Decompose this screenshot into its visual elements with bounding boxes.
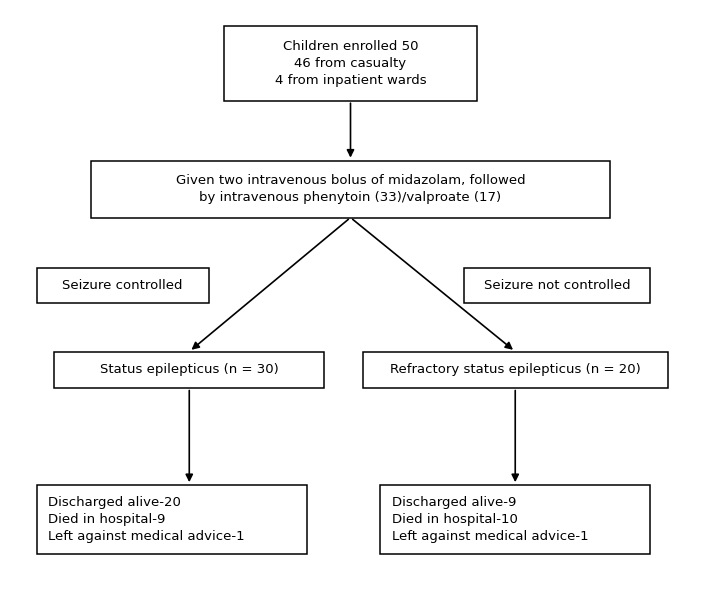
Text: Given two intravenous bolus of midazolam, followed
by intravenous phenytoin (33): Given two intravenous bolus of midazolam… [176,174,525,204]
Text: Children enrolled 50
46 from casualty
4 from inpatient wards: Children enrolled 50 46 from casualty 4 … [275,40,426,87]
FancyBboxPatch shape [380,486,651,554]
FancyBboxPatch shape [91,160,610,218]
FancyBboxPatch shape [36,268,209,303]
Text: Seizure not controlled: Seizure not controlled [484,279,631,292]
FancyBboxPatch shape [363,352,667,388]
Text: Status epilepticus (n = 30): Status epilepticus (n = 30) [100,363,278,376]
FancyBboxPatch shape [55,352,325,388]
FancyBboxPatch shape [465,268,651,303]
Text: Discharged alive-9
Died in hospital-10
Left against medical advice-1: Discharged alive-9 Died in hospital-10 L… [391,496,588,543]
Text: Seizure controlled: Seizure controlled [62,279,183,292]
Text: Discharged alive-20
Died in hospital-9
Left against medical advice-1: Discharged alive-20 Died in hospital-9 L… [48,496,245,543]
FancyBboxPatch shape [224,25,477,100]
Text: Refractory status epilepticus (n = 20): Refractory status epilepticus (n = 20) [390,363,641,376]
FancyBboxPatch shape [36,486,307,554]
